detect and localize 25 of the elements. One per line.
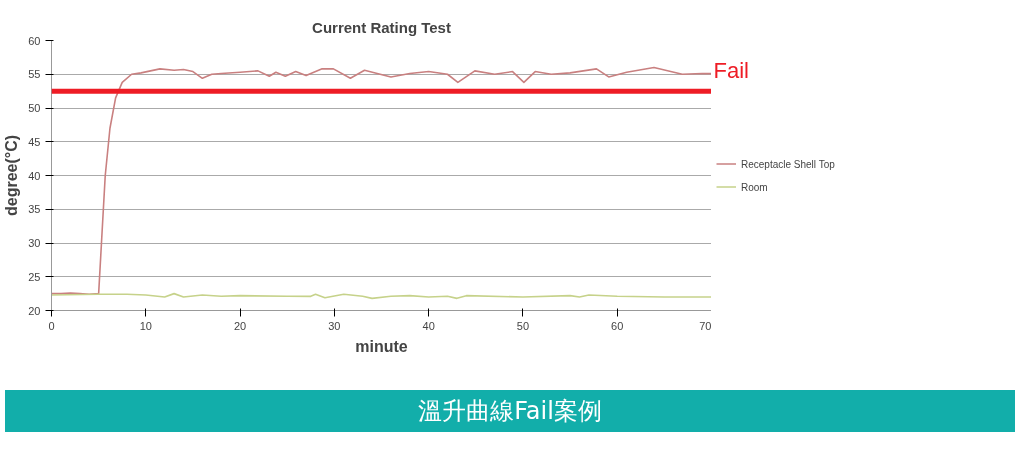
- x-tick-label: 20: [233, 319, 247, 332]
- x-tick-label: 10: [139, 319, 152, 332]
- text: 溫升曲線Fail案例: [418, 396, 602, 427]
- x-axis-title: minute: [355, 337, 408, 355]
- y-tick-label: 45: [28, 135, 41, 148]
- x-tick-label: 40: [422, 319, 435, 332]
- x-tick-label: 70: [699, 319, 712, 332]
- y-tick-label: 20: [28, 304, 41, 317]
- x-tick-label: 50: [516, 319, 530, 332]
- y-tick-label: 35: [28, 203, 41, 216]
- x-tick-label: 30: [328, 319, 341, 332]
- y-tick-label: 40: [28, 169, 41, 182]
- y-tick-label: 55: [28, 68, 41, 81]
- y-tick-label: 25: [28, 270, 41, 283]
- chart-title: Current Rating Test: [312, 18, 451, 36]
- y-axis-title: degree(°C): [3, 134, 21, 217]
- x-tick-label: 0: [48, 319, 55, 332]
- line-series: [51, 66, 711, 296]
- x-tick-label: 60: [611, 319, 624, 332]
- y-tick-label: 50: [28, 102, 41, 114]
- legend-label: Room: [741, 181, 768, 192]
- y-tick-label: 60: [28, 34, 41, 47]
- legend-label: Receptacle Shell Top: [741, 158, 835, 169]
- y-tick-label: 30: [28, 237, 41, 249]
- ref-line-label: Fail: [713, 58, 749, 84]
